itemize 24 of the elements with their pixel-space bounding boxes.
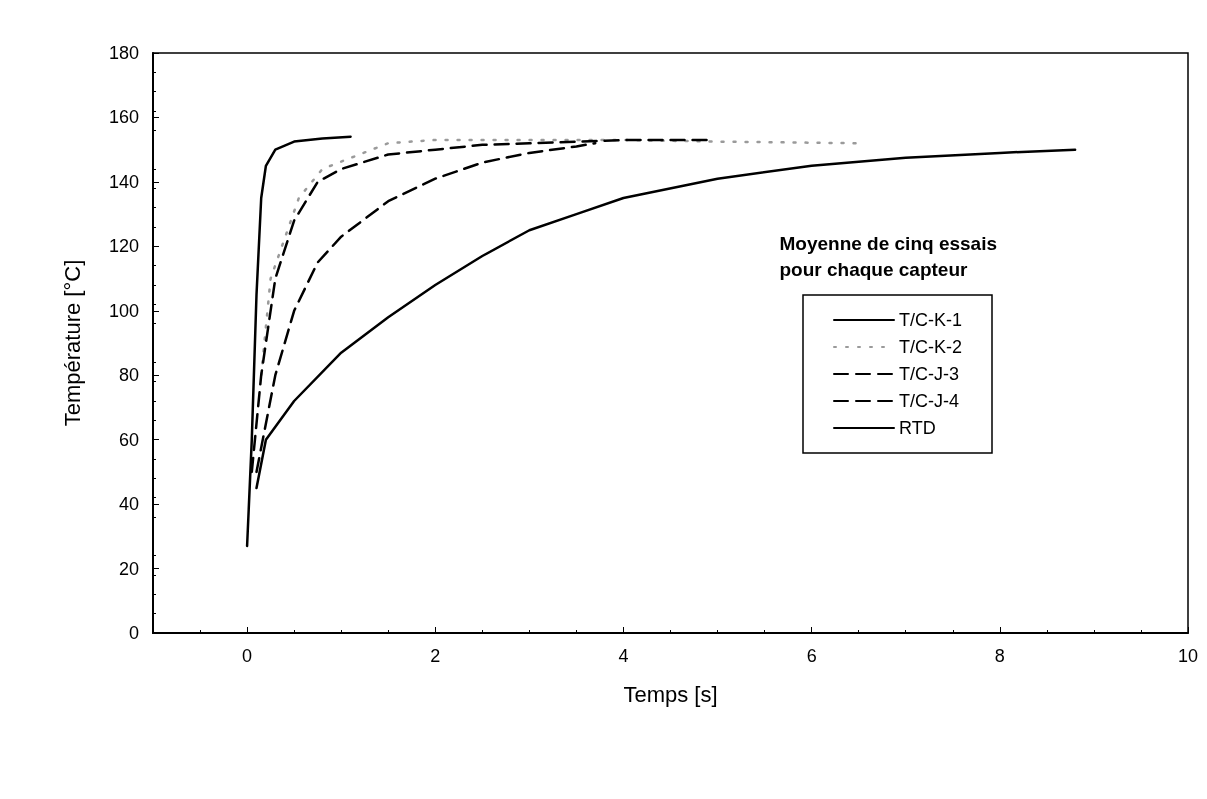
y-tick-label: 40 [118,494,139,515]
y-tick-label: 20 [118,558,139,579]
y-tick-label: 0 [128,623,139,643]
y-tick-label: 120 [108,236,139,257]
y-tick-label: 80 [118,365,139,386]
legend-label: T/C-J-4 [899,391,959,411]
legend-label: T/C-K-1 [899,310,962,330]
y-axis-title: Température [°C] [59,259,85,427]
x-tick-label: 4 [618,646,629,666]
y-tick-label: 160 [108,107,139,128]
x-tick-label: 2 [430,646,441,666]
x-tick-label: 8 [994,646,1005,666]
legend-label: RTD [899,418,936,438]
legend-label: T/C-K-2 [899,337,962,357]
y-tick-label: 100 [108,300,139,321]
y-tick-label: 140 [108,171,139,192]
x-tick-label: 10 [1177,646,1199,666]
y-tick-label: 180 [108,43,139,63]
x-tick-label: 6 [806,646,817,666]
legend-title: Moyenne de cinq essais pour chaque capteur [779,232,998,280]
y-tick-label: 60 [118,429,139,450]
x-axis-title: Temps [s] [623,681,718,707]
x-tick-label: 0 [242,646,253,666]
legend-label: T/C-J-3 [899,364,959,384]
